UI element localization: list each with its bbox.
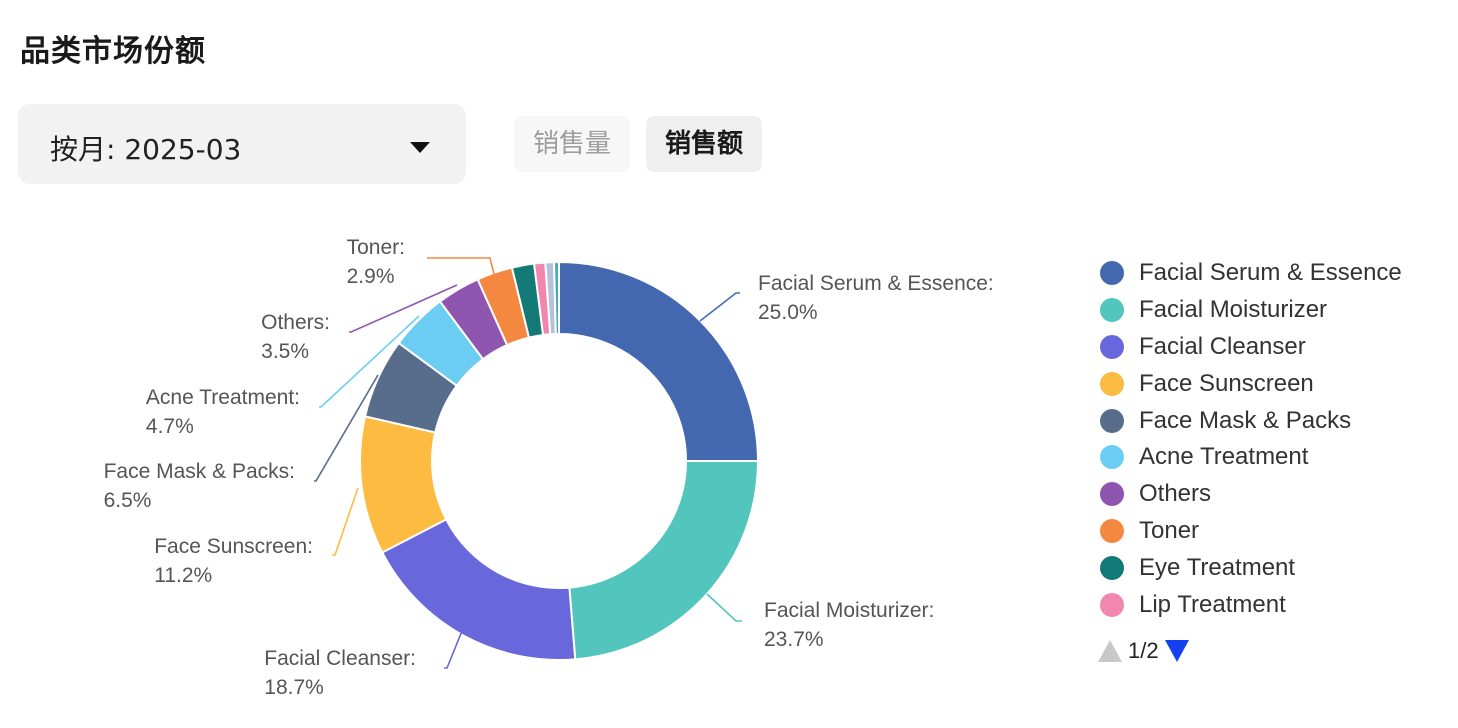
slice-label-value: 25.0% <box>758 301 818 324</box>
leader-line <box>444 630 463 669</box>
slice-label-value: 18.7% <box>264 676 324 699</box>
slice-label-name: Acne Treatment: <box>146 386 300 409</box>
page-up-icon[interactable] <box>1098 640 1122 662</box>
slice-label-name: Facial Cleanser: <box>264 647 416 670</box>
leader-line <box>706 593 742 622</box>
slice-facial-serum-essence[interactable] <box>558 260 760 462</box>
slice-label-value: 11.2% <box>154 564 212 587</box>
sales-quantity-tab[interactable]: 销售量 <box>514 116 630 172</box>
slice-label-value: 23.7% <box>764 628 824 651</box>
legend-item-toner[interactable]: Toner <box>1100 513 1440 550</box>
legend-dot-icon <box>1100 408 1124 433</box>
donut-chart: Facial Serum & Essence: 25.0% Facial Moist… <box>104 236 994 699</box>
legend-page-indicator: 1/2 <box>1128 638 1159 663</box>
legend-label: Acne Treatment <box>1139 443 1309 471</box>
leader-line <box>332 487 359 556</box>
legend-item-eye-treatment[interactable]: Eye Treatment <box>1100 549 1440 586</box>
legend-label: Others <box>1139 480 1212 508</box>
legend-label: Facial Moisturizer <box>1139 296 1328 324</box>
legend-item-acne-treatment[interactable]: Acne Treatment <box>1100 439 1440 476</box>
chart-legend: Facial Serum & Essence Facial Moisturize… <box>1100 255 1440 623</box>
slice-label-name: Others: <box>261 311 330 334</box>
legend-label: Eye Treatment <box>1139 553 1296 581</box>
leader-line <box>314 374 379 482</box>
legend-label: Facial Serum & Essence <box>1139 259 1402 287</box>
legend-item-lip-treatment[interactable]: Lip Treatment <box>1100 586 1440 623</box>
leader-line <box>349 284 458 333</box>
period-select-value: 按月: 2025-03 <box>50 133 242 166</box>
legend-label: Face Sunscreen <box>1139 369 1314 397</box>
legend-label: Lip Treatment <box>1139 590 1286 618</box>
leader-line <box>427 257 495 275</box>
slice-label-name: Face Sunscreen: <box>154 535 313 558</box>
legend-item-facial-serum[interactable]: Facial Serum & Essence <box>1100 255 1440 292</box>
slice-other-2[interactable] <box>552 260 560 336</box>
legend-item-others[interactable]: Others <box>1100 476 1440 513</box>
legend-dot-icon <box>1100 555 1124 580</box>
sales-amount-tab[interactable]: 销售额 <box>646 116 762 172</box>
leader-line <box>699 292 740 322</box>
legend-item-face-mask[interactable]: Face Mask & Packs <box>1100 402 1440 439</box>
legend-dot-icon <box>1100 445 1124 470</box>
legend-label: Facial Cleanser <box>1139 332 1306 360</box>
legend-dot-icon <box>1100 482 1124 507</box>
slice-label-value: 3.5% <box>261 340 309 363</box>
slice-label-name: Facial Moisturizer: <box>764 599 934 622</box>
legend-item-facial-moisturizer[interactable]: Facial Moisturizer <box>1100 292 1440 329</box>
legend-label: Face Mask & Packs <box>1139 406 1352 434</box>
period-select[interactable]: 按月: 2025-03 <box>18 104 466 184</box>
legend-item-facial-cleanser[interactable]: Facial Cleanser <box>1100 329 1440 366</box>
page-down-icon[interactable] <box>1164 640 1189 662</box>
slice-label-name: Facial Serum & Essence: <box>758 272 994 295</box>
legend-dot-icon <box>1100 261 1124 286</box>
slice-facial-moisturizer[interactable] <box>568 460 760 661</box>
legend-dot-icon <box>1100 518 1124 543</box>
page-title: 品类市场份额 <box>20 34 206 69</box>
slice-label-name: Toner: <box>347 236 405 259</box>
legend-dot-icon <box>1100 371 1124 396</box>
chevron-down-icon <box>410 142 430 153</box>
legend-item-face-sunscreen[interactable]: Face Sunscreen <box>1100 365 1440 402</box>
leader-line <box>319 315 420 408</box>
legend-pager: 1/2 <box>1098 636 1189 666</box>
slice-label-value: 4.7% <box>146 415 194 438</box>
slice-label-name: Face Mask & Packs: <box>104 460 295 483</box>
slice-label-value: 2.9% <box>347 265 395 288</box>
legend-dot-icon <box>1100 334 1124 359</box>
slice-label-value: 6.5% <box>104 489 152 512</box>
legend-label: Toner <box>1139 516 1200 544</box>
legend-dot-icon <box>1100 298 1124 323</box>
slice-facial-cleanser[interactable] <box>380 518 577 661</box>
legend-dot-icon <box>1100 592 1124 617</box>
